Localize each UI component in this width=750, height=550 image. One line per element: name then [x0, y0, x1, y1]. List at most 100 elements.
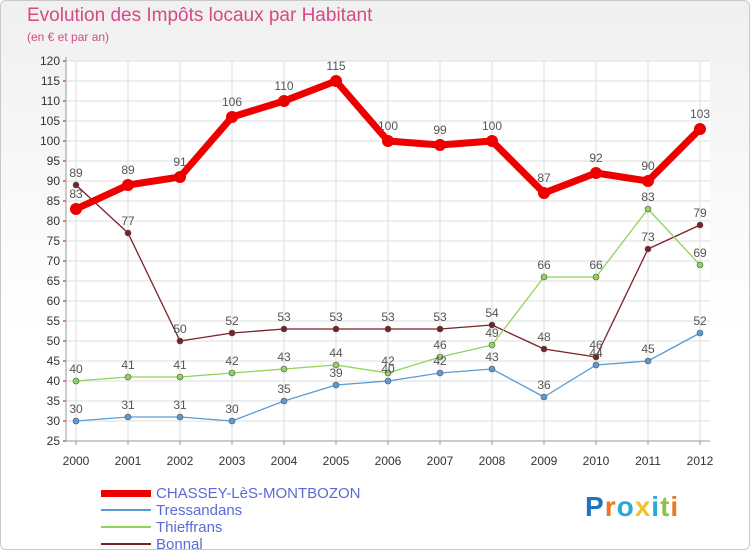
legend-swatch — [101, 489, 151, 497]
data-point — [280, 365, 288, 373]
logo-letter: o — [616, 491, 635, 522]
data-label: 43 — [485, 350, 499, 364]
data-point — [434, 139, 446, 151]
data-label: 44 — [329, 346, 343, 360]
data-label: 91 — [173, 155, 187, 169]
x-tick-label: 2010 — [583, 454, 610, 468]
data-label: 92 — [589, 151, 603, 165]
y-tick-label: 70 — [47, 254, 61, 268]
y-tick-label: 95 — [47, 154, 61, 168]
x-tick-label: 2009 — [531, 454, 558, 468]
legend-label: CHASSEY-LèS-MONTBOZON — [156, 485, 361, 502]
data-point — [436, 353, 444, 361]
data-label: 100 — [378, 119, 398, 133]
x-tick-label: 2005 — [323, 454, 350, 468]
data-label: 83 — [69, 187, 83, 201]
data-point — [488, 365, 496, 373]
data-label: 106 — [222, 95, 242, 109]
data-label: 31 — [121, 398, 135, 412]
data-label: 42 — [225, 354, 239, 368]
data-point — [382, 135, 394, 147]
x-tick-label: 2002 — [167, 454, 194, 468]
data-label: 54 — [485, 306, 499, 320]
logo-letter: t — [660, 491, 671, 522]
data-label: 43 — [277, 350, 291, 364]
y-tick-label: 110 — [41, 94, 60, 108]
data-point — [384, 325, 392, 333]
logo-letter: i — [651, 491, 661, 522]
data-label: 89 — [121, 163, 135, 177]
x-tick-label: 2007 — [427, 454, 454, 468]
data-point — [72, 377, 80, 385]
data-label: 89 — [69, 166, 83, 180]
data-label: 115 — [326, 59, 345, 73]
data-label: 66 — [589, 258, 603, 272]
data-label: 45 — [641, 342, 655, 356]
logo-letter: P — [585, 491, 605, 522]
logo-letter: r — [604, 491, 617, 522]
data-point — [696, 221, 704, 229]
logo-letter: x — [634, 491, 652, 522]
data-label: 52 — [693, 314, 707, 328]
data-label: 73 — [641, 230, 655, 244]
y-tick-label: 40 — [47, 374, 61, 388]
data-label: 53 — [277, 310, 291, 324]
data-label: 48 — [537, 330, 551, 344]
data-label: 30 — [225, 402, 239, 416]
data-point — [538, 187, 550, 199]
data-point — [590, 167, 602, 179]
data-label: 52 — [225, 314, 239, 328]
data-point — [332, 325, 340, 333]
data-point — [228, 329, 236, 337]
data-point — [280, 397, 288, 405]
data-label: 36 — [537, 378, 551, 392]
data-label: 35 — [277, 382, 291, 396]
legend-swatch — [101, 526, 151, 528]
data-point — [280, 325, 288, 333]
data-label: 53 — [433, 310, 447, 324]
y-tick-label: 115 — [41, 74, 60, 88]
axes: 25 30 35 40 45 50 55 60 65 70 75 80 85 90 95 100 105 110 1… — [40, 54, 714, 468]
y-tick-label: 45 — [47, 354, 61, 368]
data-point — [384, 369, 392, 377]
data-label: 83 — [641, 190, 655, 204]
data-point — [278, 95, 290, 107]
data-label: 100 — [482, 119, 502, 133]
chart-subtitle: (en € et par an) — [27, 30, 110, 44]
proxiti-logo: Proxiti — [585, 491, 679, 523]
data-point — [70, 203, 82, 215]
y-tick-label: 80 — [47, 214, 61, 228]
data-point — [176, 373, 184, 381]
x-tick-label: 2006 — [375, 454, 402, 468]
x-tick-label: 2004 — [271, 454, 298, 468]
y-tick-label: 85 — [47, 194, 61, 208]
data-point — [592, 361, 600, 369]
y-tick-label: 65 — [47, 274, 61, 288]
data-label: 77 — [121, 214, 135, 228]
data-label: 110 — [274, 79, 293, 93]
data-point — [226, 111, 238, 123]
data-label: 31 — [173, 398, 187, 412]
legend-label: Bonnal — [156, 536, 203, 550]
data-point — [696, 329, 704, 337]
data-label: 103 — [690, 107, 710, 121]
data-label: 40 — [69, 362, 83, 376]
data-point — [488, 321, 496, 329]
data-point — [644, 245, 652, 253]
y-tick-label: 75 — [47, 234, 61, 248]
data-point — [694, 123, 706, 135]
y-tick-label: 105 — [40, 114, 60, 128]
y-tick-label: 90 — [47, 174, 61, 188]
data-point — [228, 369, 236, 377]
data-point — [436, 369, 444, 377]
y-tick-label: 50 — [47, 334, 61, 348]
data-point — [174, 171, 186, 183]
data-point — [384, 377, 392, 385]
data-label: 30 — [69, 402, 83, 416]
x-tick-label: 2000 — [63, 454, 90, 468]
data-point — [228, 417, 236, 425]
data-label: 42 — [433, 354, 447, 368]
data-point — [124, 373, 132, 381]
data-label: 53 — [329, 310, 343, 324]
y-tick-label: 120 — [40, 54, 60, 68]
